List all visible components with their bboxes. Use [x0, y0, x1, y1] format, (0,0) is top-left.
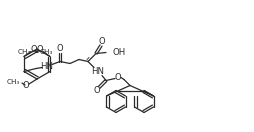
Text: HN: HN	[91, 67, 104, 76]
Text: HN: HN	[40, 62, 53, 71]
Text: CH₃: CH₃	[18, 48, 31, 55]
Text: O: O	[56, 44, 63, 53]
Text: O: O	[37, 45, 43, 54]
Text: CH₃: CH₃	[40, 50, 53, 55]
Text: O: O	[30, 45, 37, 54]
Text: O: O	[93, 86, 100, 95]
Text: O: O	[23, 81, 29, 91]
Text: CH₃: CH₃	[7, 79, 20, 85]
Text: OH: OH	[112, 48, 125, 57]
Text: O: O	[98, 37, 105, 46]
Text: O: O	[114, 73, 121, 82]
